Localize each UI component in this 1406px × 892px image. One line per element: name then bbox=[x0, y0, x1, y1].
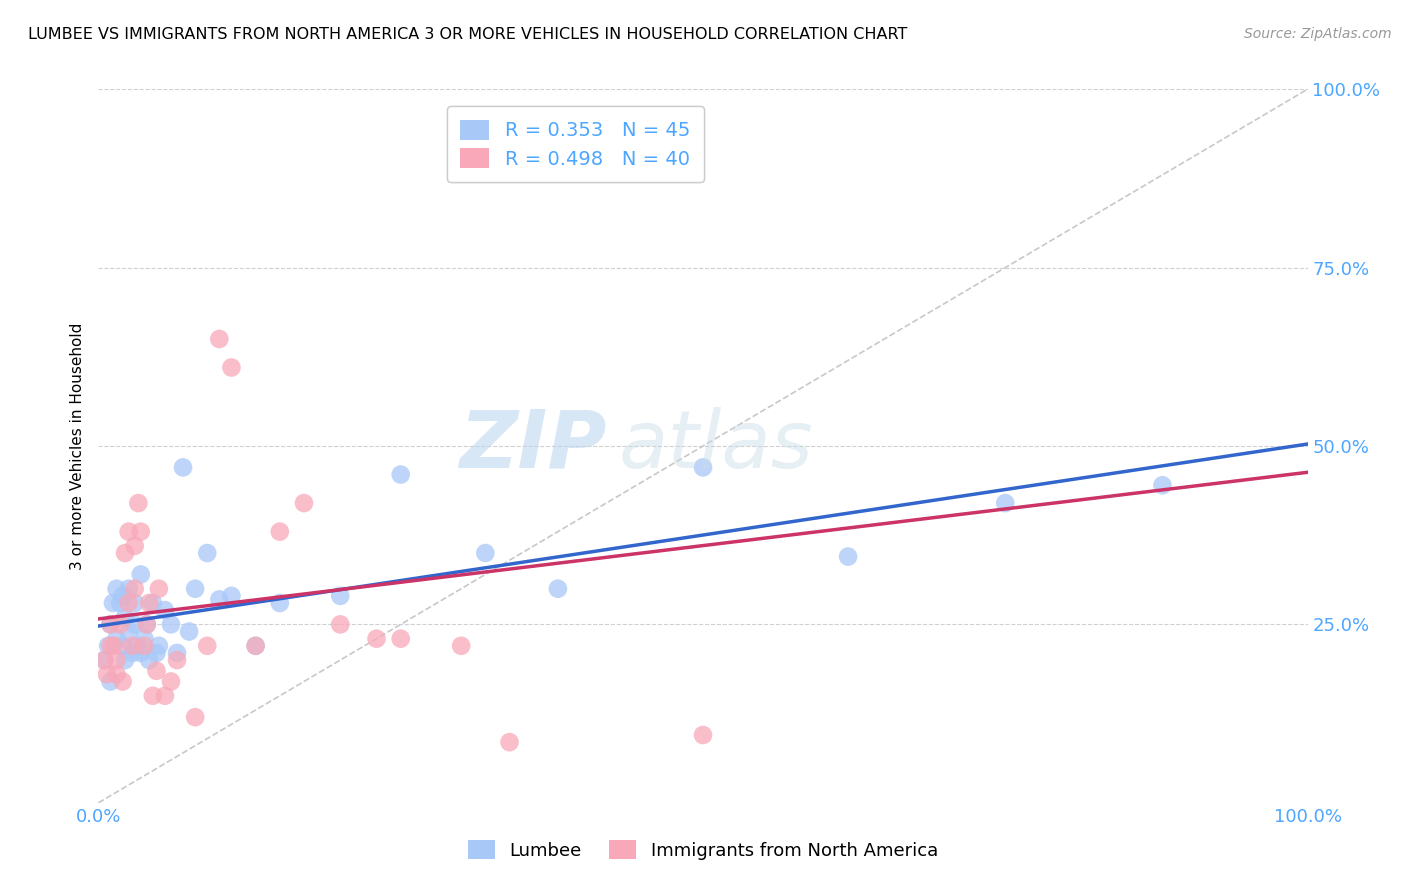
Point bbox=[111, 674, 134, 689]
Point bbox=[145, 664, 167, 678]
Point bbox=[100, 674, 122, 689]
Point bbox=[994, 496, 1017, 510]
Point bbox=[142, 596, 165, 610]
Point bbox=[153, 689, 176, 703]
Point bbox=[129, 646, 152, 660]
Point bbox=[692, 460, 714, 475]
Point bbox=[127, 496, 149, 510]
Point bbox=[184, 582, 207, 596]
Point bbox=[269, 524, 291, 539]
Point bbox=[118, 624, 141, 639]
Point bbox=[837, 549, 859, 564]
Point bbox=[138, 596, 160, 610]
Point bbox=[111, 639, 134, 653]
Point bbox=[245, 639, 267, 653]
Point bbox=[208, 592, 231, 607]
Point bbox=[571, 153, 593, 168]
Point bbox=[160, 617, 183, 632]
Point bbox=[547, 582, 569, 596]
Point bbox=[124, 539, 146, 553]
Point bbox=[135, 617, 157, 632]
Point bbox=[105, 653, 128, 667]
Point bbox=[166, 646, 188, 660]
Point bbox=[121, 639, 143, 653]
Point bbox=[101, 596, 124, 610]
Point bbox=[100, 639, 122, 653]
Point bbox=[1152, 478, 1174, 492]
Point bbox=[127, 639, 149, 653]
Legend: R = 0.353   N = 45, R = 0.498   N = 40: R = 0.353 N = 45, R = 0.498 N = 40 bbox=[447, 106, 704, 182]
Point bbox=[389, 467, 412, 482]
Point bbox=[105, 582, 128, 596]
Point bbox=[142, 689, 165, 703]
Point bbox=[153, 603, 176, 617]
Point bbox=[221, 589, 243, 603]
Point bbox=[134, 639, 156, 653]
Point bbox=[103, 639, 125, 653]
Point bbox=[474, 546, 496, 560]
Point bbox=[292, 496, 315, 510]
Point bbox=[269, 596, 291, 610]
Point bbox=[134, 632, 156, 646]
Point bbox=[329, 617, 352, 632]
Point bbox=[221, 360, 243, 375]
Point bbox=[172, 460, 194, 475]
Point bbox=[138, 653, 160, 667]
Point bbox=[100, 617, 122, 632]
Text: ZIP: ZIP bbox=[458, 407, 606, 485]
Point bbox=[135, 617, 157, 632]
Point bbox=[105, 632, 128, 646]
Point bbox=[179, 624, 201, 639]
Text: LUMBEE VS IMMIGRANTS FROM NORTH AMERICA 3 OR MORE VEHICLES IN HOUSEHOLD CORRELAT: LUMBEE VS IMMIGRANTS FROM NORTH AMERICA … bbox=[28, 27, 907, 42]
Point bbox=[105, 667, 128, 681]
Point bbox=[160, 674, 183, 689]
Point bbox=[118, 582, 141, 596]
Point bbox=[208, 332, 231, 346]
Point bbox=[692, 728, 714, 742]
Point bbox=[93, 653, 115, 667]
Point bbox=[245, 639, 267, 653]
Point bbox=[366, 632, 388, 646]
Point bbox=[118, 596, 141, 610]
Point bbox=[195, 546, 218, 560]
Point bbox=[195, 639, 218, 653]
Point bbox=[166, 653, 188, 667]
Point bbox=[124, 617, 146, 632]
Y-axis label: 3 or more Vehicles in Household: 3 or more Vehicles in Household bbox=[70, 322, 86, 570]
Point bbox=[498, 735, 520, 749]
Point bbox=[329, 589, 352, 603]
Point bbox=[108, 596, 131, 610]
Point bbox=[129, 567, 152, 582]
Point bbox=[148, 639, 170, 653]
Point bbox=[114, 546, 136, 560]
Point bbox=[97, 639, 120, 653]
Point bbox=[114, 653, 136, 667]
Point bbox=[124, 596, 146, 610]
Point bbox=[93, 653, 115, 667]
Point bbox=[389, 632, 412, 646]
Point bbox=[96, 667, 118, 681]
Point bbox=[114, 610, 136, 624]
Point bbox=[100, 617, 122, 632]
Point bbox=[184, 710, 207, 724]
Point bbox=[124, 582, 146, 596]
Point bbox=[111, 589, 134, 603]
Point bbox=[108, 617, 131, 632]
Point bbox=[450, 639, 472, 653]
Point bbox=[121, 646, 143, 660]
Text: Source: ZipAtlas.com: Source: ZipAtlas.com bbox=[1244, 27, 1392, 41]
Point bbox=[148, 582, 170, 596]
Legend: Lumbee, Immigrants from North America: Lumbee, Immigrants from North America bbox=[454, 826, 952, 874]
Point bbox=[145, 646, 167, 660]
Point bbox=[129, 524, 152, 539]
Point bbox=[118, 524, 141, 539]
Text: atlas: atlas bbox=[619, 407, 813, 485]
